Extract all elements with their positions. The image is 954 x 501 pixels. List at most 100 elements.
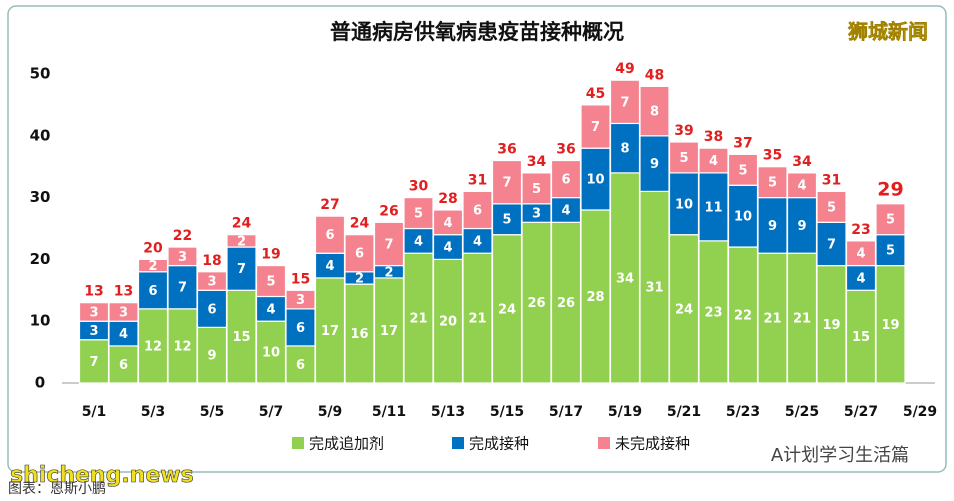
data-label: 10: [262, 346, 280, 361]
bar-segment: [786, 252, 818, 384]
data-label: 6: [207, 302, 216, 317]
bar-segment: [757, 166, 788, 199]
bar-segment: [698, 172, 729, 242]
data-label: 31: [645, 281, 663, 296]
bar-segment: [167, 264, 198, 310]
data-label: 6: [473, 203, 482, 218]
bar-segment: [167, 308, 198, 384]
total-label: 28: [438, 191, 457, 207]
legend-label: 完成追加剂: [309, 435, 384, 453]
total-label: 37: [733, 135, 752, 151]
bar-segment: [255, 295, 287, 322]
data-label: 6: [296, 321, 305, 336]
data-label: 4: [856, 247, 865, 262]
bar-segment: [845, 264, 877, 291]
bar-segment: [668, 234, 700, 384]
bar-segment: [845, 289, 877, 384]
data-label: 3: [532, 207, 541, 222]
data-label: 2: [237, 234, 246, 249]
data-label: 8: [650, 105, 659, 120]
bar-segment: [137, 308, 169, 384]
total-label: 34: [792, 154, 812, 170]
bar-segment: [314, 252, 346, 279]
bar-segment: [550, 221, 582, 384]
bar-segment: [344, 283, 375, 384]
x-tick-label: 5/29: [903, 404, 937, 420]
data-label: 28: [586, 290, 604, 305]
data-label: 6: [561, 173, 570, 188]
data-label: 4: [325, 259, 334, 274]
data-label: 4: [856, 271, 865, 286]
data-label: 4: [443, 216, 452, 231]
bar-segment: [167, 246, 198, 267]
bar-segment: [314, 277, 346, 384]
bar-segment: [255, 320, 287, 384]
bar-segment: [226, 246, 257, 291]
legend-label: 完成接种: [469, 435, 529, 453]
bar-segment: [786, 172, 818, 199]
data-label: 5: [502, 213, 511, 228]
total-label: 38: [704, 129, 723, 145]
bar-segment: [285, 308, 316, 347]
bar-segment: [373, 221, 405, 267]
x-tick-label: 5/17: [549, 404, 583, 420]
data-label: 7: [178, 281, 187, 296]
bar-segment: [668, 141, 700, 174]
data-label: 12: [173, 339, 191, 354]
data-label: 20: [439, 315, 457, 330]
bar-segment: [226, 234, 257, 248]
data-label: 21: [468, 312, 486, 327]
data-label: 4: [443, 241, 452, 256]
total-label: 36: [497, 142, 516, 158]
x-tick-label: 5/27: [844, 404, 878, 420]
watermark: shicheng.news: [10, 463, 194, 488]
data-label: 24: [675, 302, 693, 317]
total-label: 31: [822, 172, 841, 188]
data-label: 17: [321, 324, 339, 339]
total-label: 26: [379, 203, 398, 219]
x-tick-label: 5/5: [200, 404, 225, 420]
data-label: 5: [886, 244, 895, 259]
data-label: 17: [380, 324, 398, 339]
data-label: 5: [738, 163, 747, 178]
data-label: 3: [296, 293, 305, 308]
bar-segment: [609, 172, 641, 384]
total-label: 23: [851, 222, 870, 238]
bar-segment: [255, 264, 287, 298]
total-label: 24: [350, 216, 370, 232]
legend-swatch: [292, 437, 304, 449]
bar-segment: [432, 209, 464, 236]
bar-segment: [403, 197, 434, 230]
data-label: 24: [498, 302, 516, 317]
total-label: 39: [674, 123, 693, 139]
total-label: 34: [527, 154, 547, 170]
bar-segment: [344, 234, 375, 273]
total-label: 29: [877, 178, 903, 200]
y-tick-label: 20: [30, 250, 51, 268]
data-label: 9: [768, 219, 777, 234]
bar-segment: [609, 79, 641, 125]
bar-segment: [727, 153, 759, 186]
data-label: 6: [355, 247, 364, 262]
x-tick-label: 5/3: [141, 404, 166, 420]
bar-segment: [727, 246, 759, 384]
y-tick-label: 30: [30, 188, 51, 206]
data-label: 23: [704, 305, 722, 320]
data-label: 5: [827, 200, 836, 215]
data-label: 7: [384, 237, 393, 252]
bar-segment: [875, 234, 906, 267]
data-label: 4: [473, 234, 482, 249]
bar-segment: [108, 320, 139, 347]
bar-segment: [816, 264, 847, 384]
total-label: 24: [232, 216, 252, 232]
data-label: 21: [763, 312, 781, 327]
data-label: 3: [178, 250, 187, 265]
bar-segment: [845, 240, 877, 267]
data-label: 6: [325, 228, 334, 243]
data-label: 34: [616, 271, 634, 286]
data-label: 3: [89, 324, 98, 339]
data-label: 4: [709, 154, 718, 169]
data-label: 16: [350, 327, 368, 342]
data-label: 19: [822, 318, 840, 333]
